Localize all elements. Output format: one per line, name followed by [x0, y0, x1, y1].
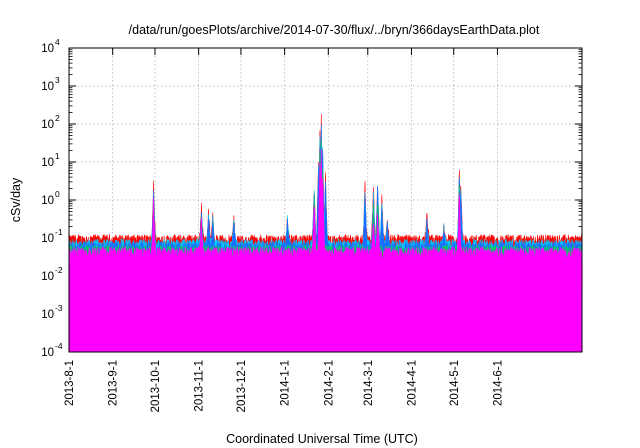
x-tick-label: 2014-1-1 [280, 360, 292, 406]
y-tick-label-exponent: 1 [55, 151, 60, 161]
y-tick-label-exponent: 0 [55, 189, 60, 199]
y-tick-label: 102 [41, 113, 60, 131]
x-tick-label: 2013-11-1 [194, 360, 206, 412]
chart-title: /data/run/goesPlots/archive/2014-07-30/f… [129, 23, 540, 37]
y-tick-label-base: 10 [41, 119, 54, 131]
x-tick-label: 2014-3-1 [363, 360, 375, 406]
series-layer [68, 113, 583, 353]
x-tick-label: 2014-4-1 [406, 360, 418, 406]
x-tick-label: 2013-10-1 [150, 360, 162, 412]
y-tick-label: 10-1 [41, 227, 63, 245]
y-tick-label-exponent: 4 [55, 37, 60, 47]
y-tick-label-base: 10 [41, 195, 54, 207]
y-tick-label-exponent: 3 [55, 75, 60, 85]
y-tick-label: 10-3 [41, 303, 63, 321]
y-tick-label: 101 [41, 151, 60, 169]
y-tick-label: 100 [41, 189, 60, 207]
x-tick-labels: 2013-8-1 2013-9-1 2013-10-1 2013-11-1 2013-1… [64, 360, 504, 412]
y-tick-label-base: 10 [41, 309, 54, 321]
x-axis-label: Coordinated Universal Time (UTC) [226, 432, 418, 446]
x-tick-label: 2014-2-1 [323, 360, 335, 406]
y-tick-label-base: 10 [41, 233, 54, 245]
x-tick-label: 2013-9-1 [108, 360, 120, 406]
x-tick-label: 2013-12-1 [236, 360, 248, 412]
y-tick-label-base: 10 [41, 81, 54, 93]
series-5-band [69, 261, 582, 295]
y-tick-label-exponent: -3 [55, 303, 63, 313]
y-tick-label-base: 10 [41, 347, 54, 359]
y-tick-label-exponent: -4 [55, 341, 63, 351]
plot-frame [68, 47, 583, 353]
y-tick-label: 103 [41, 75, 60, 93]
x-tick-label: 2014-6-1 [492, 360, 504, 406]
y-tick-label: 10-2 [41, 265, 63, 283]
y-tick-label-exponent: -2 [55, 265, 63, 275]
x-tick-label: 2014-5-1 [449, 360, 461, 406]
series-5-area [68, 148, 583, 353]
y-tick-label-base: 10 [41, 157, 54, 169]
y-tick-label: 10-4 [41, 341, 63, 359]
y-tick-label-exponent: -1 [55, 227, 63, 237]
y-tick-label: 104 [41, 37, 60, 55]
y-tick-label-base: 10 [41, 43, 54, 55]
y-axis-label: cSv/day [9, 177, 23, 222]
y-tick-label-base: 10 [41, 271, 54, 283]
x-tick-label: 2013-8-1 [64, 360, 76, 406]
y-tick-label-exponent: 2 [55, 113, 60, 123]
